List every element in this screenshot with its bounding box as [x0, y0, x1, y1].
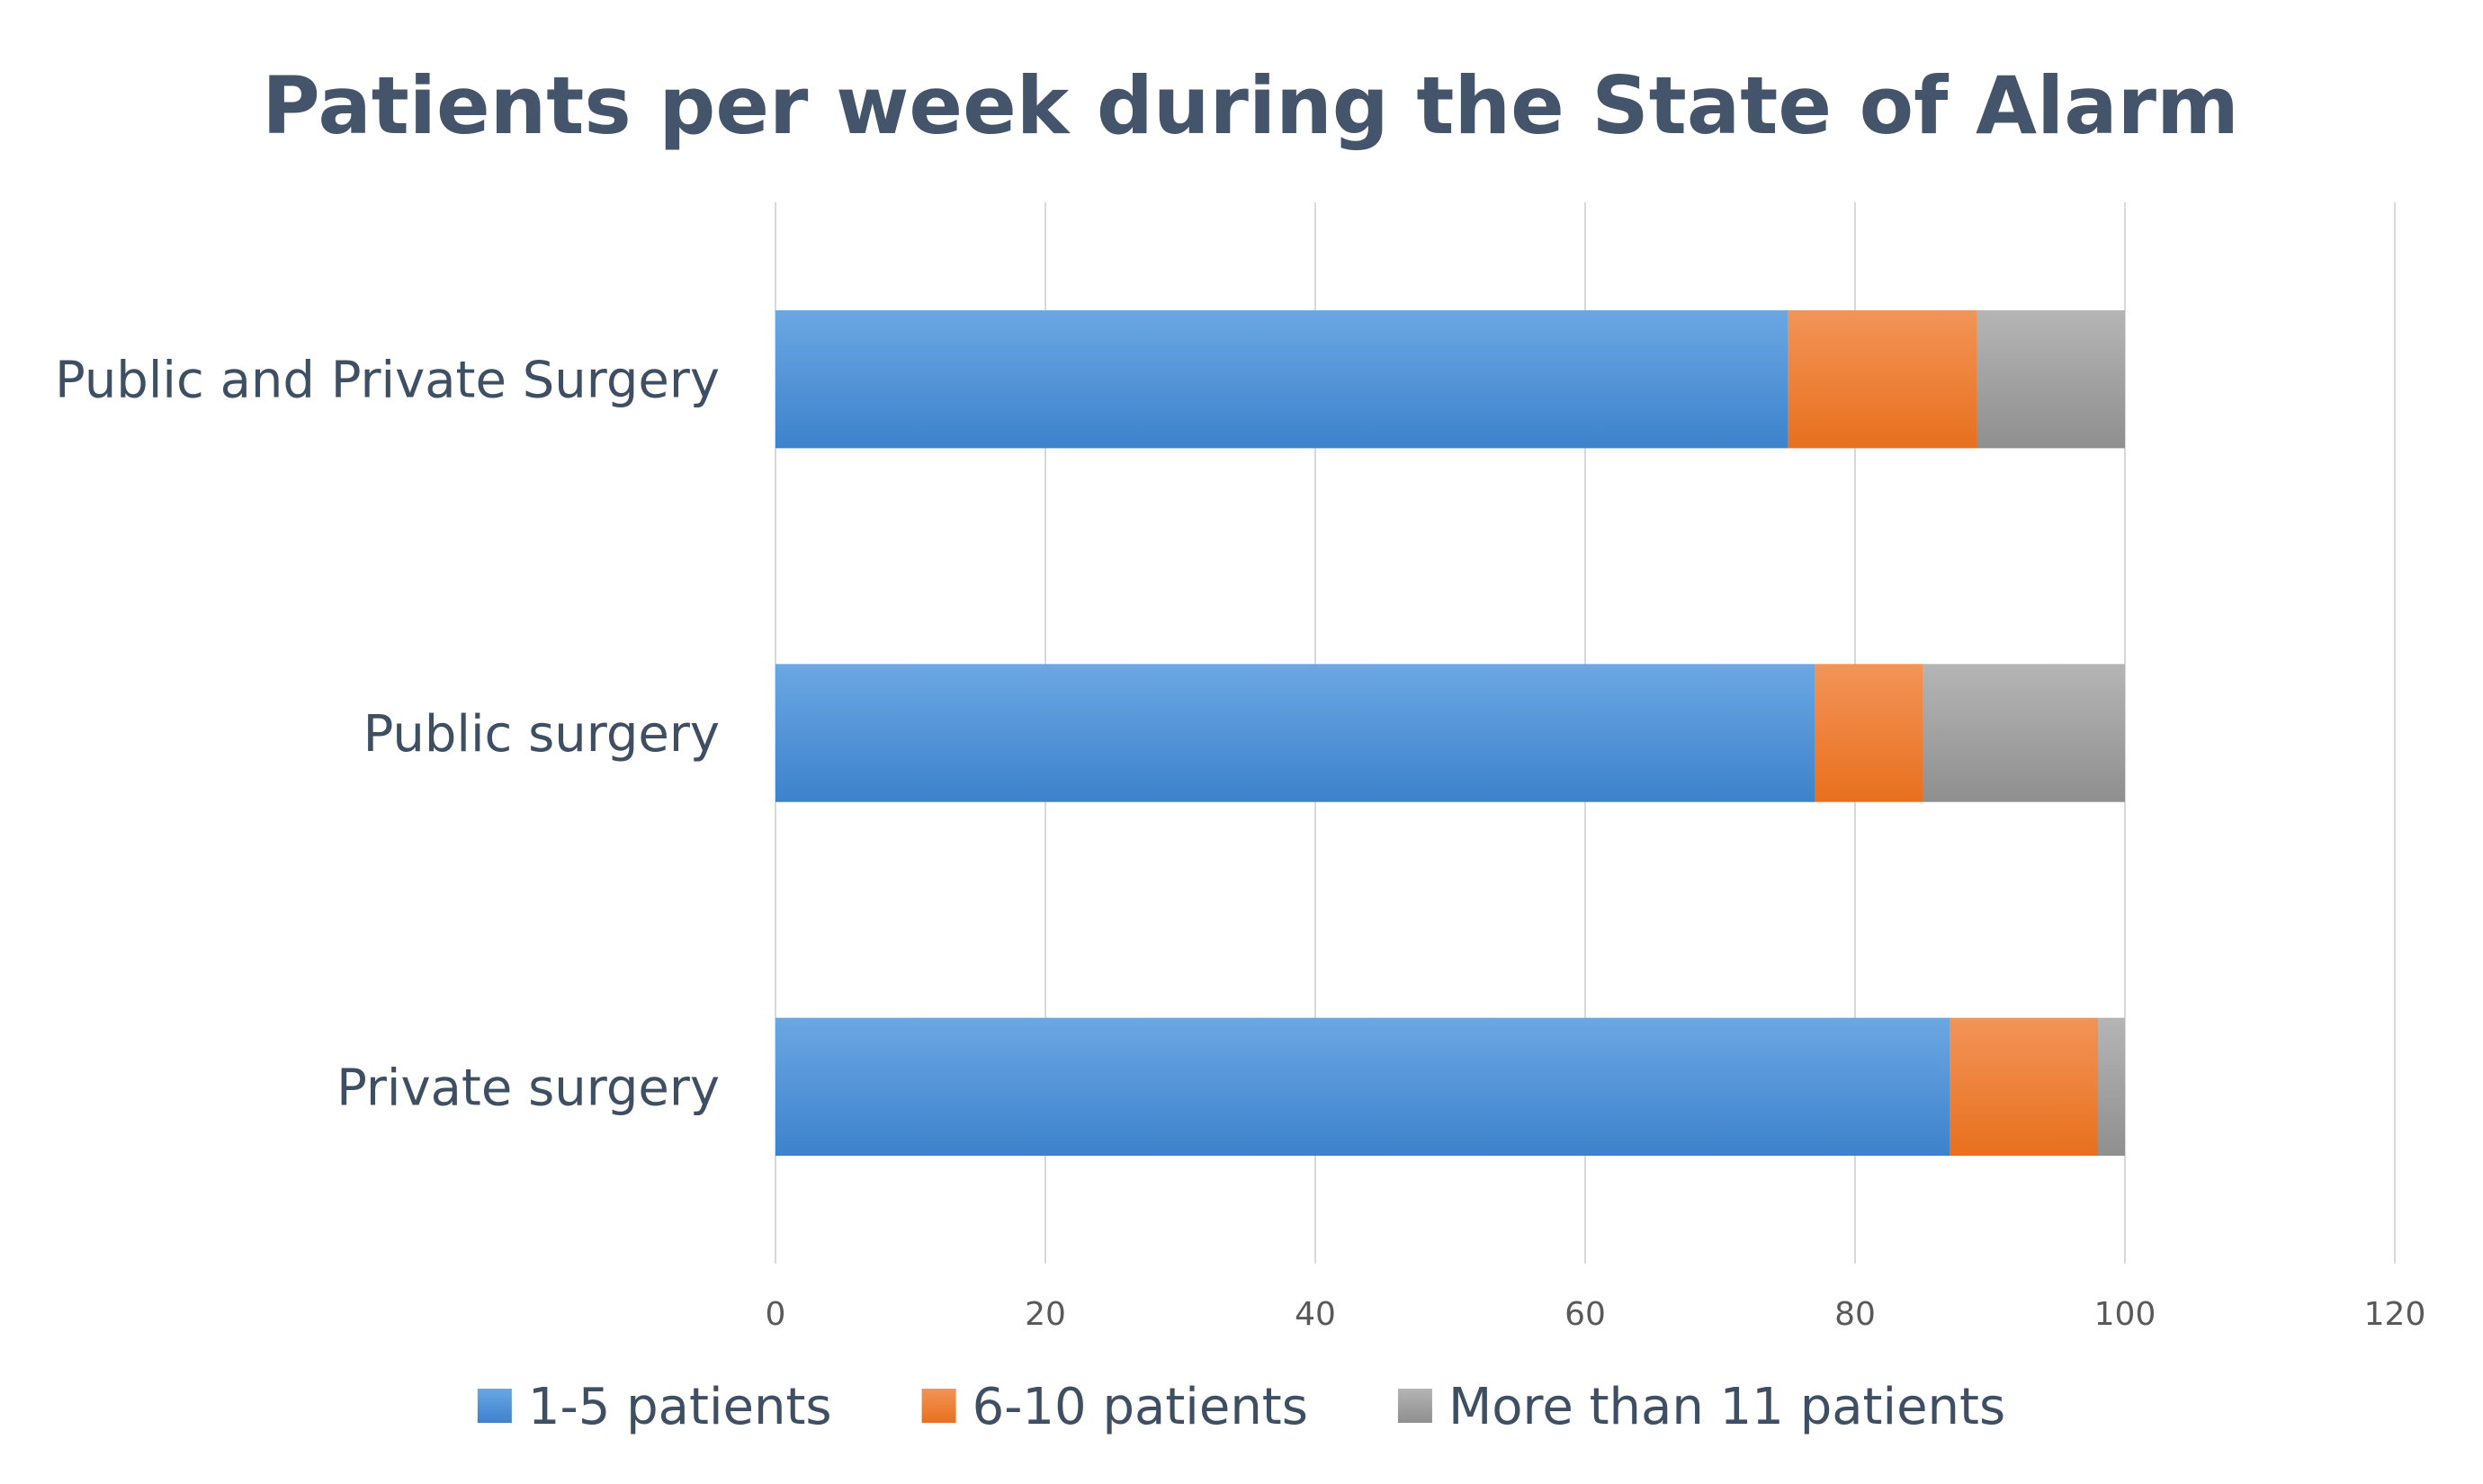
x-tick-label: 40: [1295, 1296, 1336, 1333]
legend-item: 6-10 patients: [921, 1378, 1308, 1436]
bar-segment: [1923, 664, 2125, 802]
category-label: Public surgery: [363, 705, 720, 764]
legend-item: 1-5 patients: [477, 1378, 832, 1436]
bar-segment: [1788, 309, 1977, 449]
legend-swatch: [921, 1389, 956, 1423]
x-tick-label: 80: [1834, 1296, 1876, 1333]
legend-label: More than 11 patients: [1448, 1378, 2005, 1436]
bar-segment: [775, 664, 1815, 802]
legend-label: 6-10 patients: [973, 1378, 1308, 1436]
category-label: Public and Private Surgery: [55, 352, 720, 410]
legend-swatch: [1397, 1389, 1432, 1423]
x-tick-label: 100: [2094, 1296, 2156, 1333]
legend-label: 1-5 patients: [528, 1378, 832, 1436]
legend-item: More than 11 patients: [1397, 1378, 2005, 1436]
bar-segment: [1977, 309, 2125, 449]
bar-segment: [1950, 1017, 2098, 1157]
x-tick-label: 20: [1025, 1296, 1066, 1333]
x-tick-label: 120: [2364, 1296, 2426, 1333]
bar-segment: [1815, 664, 1923, 802]
legend: 1-5 patients 6-10 patients More than 11 pa…: [477, 1378, 2005, 1436]
bar-segment: [775, 309, 1788, 449]
x-tick-label: 0: [766, 1296, 786, 1333]
x-tick-label: 60: [1564, 1296, 1606, 1333]
x-tick-labels: 0 20 40 60 80 100 120: [766, 1296, 2426, 1333]
bar-segment: [775, 1017, 1950, 1157]
legend-swatch: [477, 1389, 512, 1423]
bar-segment: [2098, 1017, 2125, 1157]
category-label: Private surgery: [336, 1059, 720, 1117]
category-labels: Public and Private Surgery Public surgery…: [55, 352, 720, 1118]
chart-title: Patients per week during the State of Al…: [262, 59, 2239, 152]
bars: [775, 309, 2125, 1157]
